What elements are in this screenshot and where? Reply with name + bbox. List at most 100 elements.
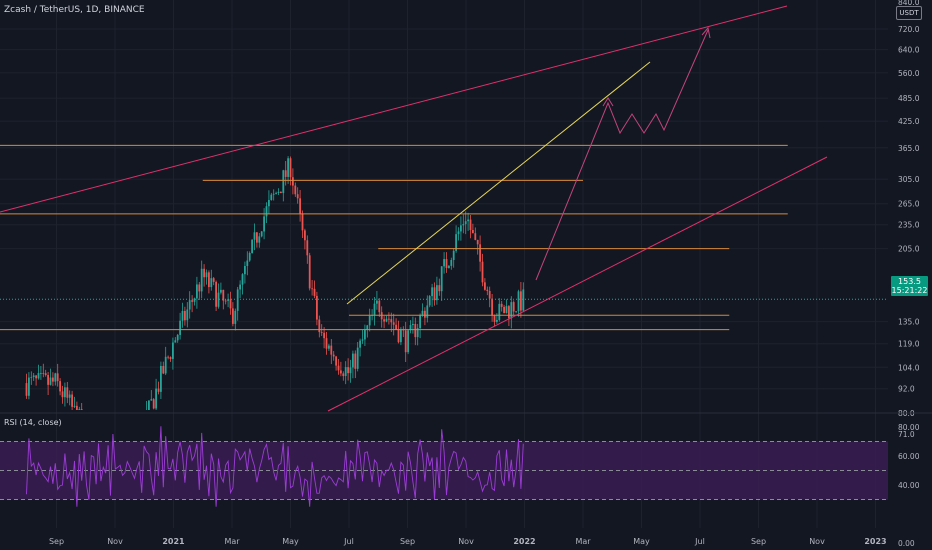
y-tick-label: 485.0: [898, 94, 920, 103]
candle-body: [162, 365, 165, 374]
candle-body: [244, 266, 246, 275]
lower-channel-line[interactable]: [327, 156, 828, 412]
candle-body: [212, 278, 215, 282]
candle-body: [157, 388, 160, 392]
candle-body: [292, 177, 294, 186]
candle-body: [356, 347, 359, 369]
candle-body: [349, 367, 352, 374]
candle-body: [424, 310, 426, 318]
y-tick-label: 365.0: [898, 144, 920, 153]
candle-body: [306, 240, 309, 256]
candle-body: [474, 233, 477, 240]
candle-body: [412, 323, 414, 326]
candle-body: [191, 300, 193, 302]
candle-body: [227, 299, 229, 301]
candle-body: [222, 289, 225, 301]
candle-body: [515, 311, 517, 313]
candle-body: [275, 192, 277, 194]
candle-body: [30, 376, 33, 378]
candle-body: [472, 229, 474, 234]
candle-body: [368, 315, 371, 326]
candle-body: [364, 329, 366, 340]
rsi-tick-label: 0.00: [898, 539, 915, 548]
candle-body: [359, 340, 361, 348]
candle-body: [328, 345, 330, 349]
y-tick-label: 92.0: [898, 385, 915, 394]
candlestick-series: [25, 156, 525, 410]
candle-body: [184, 310, 186, 321]
y-tick-label: 235.0: [898, 221, 920, 230]
candle-body: [431, 287, 433, 297]
candle-body: [500, 303, 503, 307]
last-price-value: 153.5: [898, 277, 921, 286]
candle-body: [289, 158, 292, 178]
candle-body: [232, 308, 234, 324]
candle-body: [385, 318, 388, 322]
candle-body: [313, 288, 316, 296]
x-tick-label: Sep: [400, 537, 415, 546]
candle-body: [366, 325, 369, 330]
time-axis[interactable]: Sep Nov 2021 Mar May Jul Sep Nov 2022 Mar May Jul Se…: [49, 537, 887, 546]
candle-body: [260, 231, 263, 237]
rsi-tick-label: 80.00: [898, 423, 920, 432]
candle-body: [517, 291, 520, 312]
candle-body: [272, 193, 275, 195]
candle-body: [407, 330, 409, 353]
candle-body: [61, 391, 64, 398]
candle-body: [284, 170, 287, 177]
candle-body: [460, 225, 462, 232]
candle-body: [493, 315, 496, 322]
upper-channel-line[interactable]: [0, 5, 788, 213]
drawing-annotations[interactable]: [0, 5, 888, 412]
y-tick-label: 640.0: [898, 46, 920, 55]
candle-body: [299, 198, 301, 214]
candle-body: [68, 394, 71, 398]
x-tick-label: 2023: [864, 537, 886, 546]
y-tick-label: 135.0: [898, 318, 920, 327]
candle-body: [400, 329, 402, 343]
candle-body: [196, 284, 198, 299]
candle-body: [318, 319, 321, 333]
wedge-upper-line[interactable]: [346, 61, 651, 305]
y-tick-label: 104.0: [898, 363, 920, 372]
x-tick-label: Jul: [694, 537, 705, 546]
candle-body: [64, 387, 66, 398]
rsi-indicator-label[interactable]: RSI (14, close): [4, 418, 62, 427]
candle-body: [59, 381, 61, 392]
candle-body: [508, 306, 510, 319]
last-price-tag: 153.5 15:21:22: [891, 276, 928, 296]
candle-body: [200, 268, 203, 292]
candle-body: [217, 292, 220, 307]
candle-body: [56, 373, 59, 382]
candle-body: [484, 282, 486, 290]
y-tick-label: 305.0: [898, 175, 920, 184]
y-tick-label: 80.0: [898, 409, 915, 418]
candle-body: [320, 332, 323, 333]
candle-body: [253, 232, 256, 240]
x-tick-label: May: [282, 537, 299, 546]
candle-body: [287, 158, 289, 177]
y-tick-label: 840.0: [898, 0, 920, 7]
candle-body: [378, 300, 381, 313]
candle-body: [479, 244, 481, 262]
candle-body: [186, 309, 189, 321]
candle-body: [164, 356, 167, 374]
candle-body: [486, 289, 489, 291]
candle-body: [35, 375, 37, 379]
projection-path[interactable]: [535, 29, 709, 281]
grid-lines: [0, 0, 888, 528]
currency-button[interactable]: USDT: [896, 6, 922, 20]
x-tick-label: Nov: [458, 537, 474, 546]
y-tick-label: 71.0: [898, 430, 915, 439]
candle-body: [32, 375, 35, 377]
price-axis[interactable]: 840.0 720.0 640.0 560.0 485.0 425.0 365.0 305.0…: [898, 0, 920, 548]
candle-body: [179, 320, 181, 335]
candle-body: [176, 334, 179, 341]
candle-body: [236, 289, 239, 311]
candle-body: [265, 206, 268, 217]
candle-body: [181, 310, 184, 321]
candle-body: [42, 373, 45, 374]
candle-body: [469, 219, 472, 230]
candle-body: [462, 224, 465, 226]
